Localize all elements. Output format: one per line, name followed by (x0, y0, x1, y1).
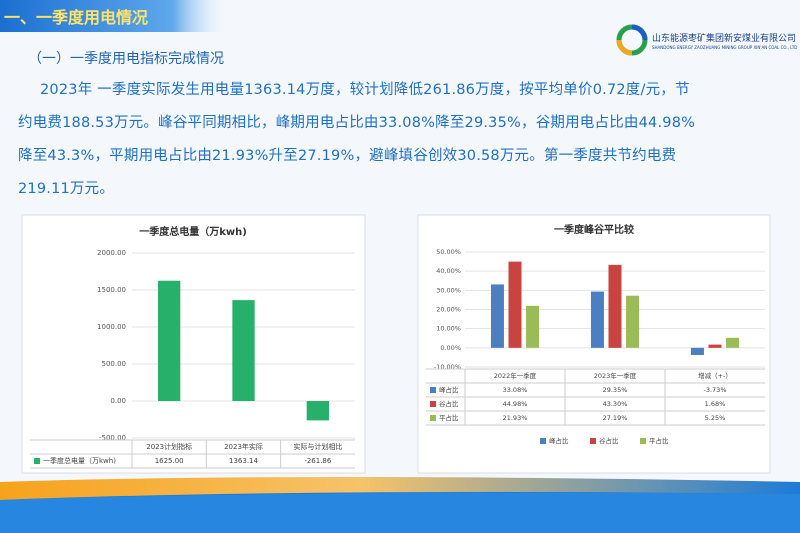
legend-label: 平占比 (649, 436, 669, 445)
logo (616, 24, 648, 56)
y-tick-label: 2000.00 (97, 249, 126, 257)
y-tick-label: 50.00% (436, 248, 461, 256)
chart-panel (21, 214, 366, 474)
bar (590, 291, 604, 348)
company-name-en: SHANDONG ENERGY ZAOZHUANG MINING GROUP X… (652, 45, 798, 50)
legend-swatch (590, 438, 596, 444)
bar (508, 261, 522, 348)
y-tick-label: -10.00% (434, 363, 461, 371)
data-label: 44.98% (503, 400, 528, 408)
section-paragraph: 2023年 一季度实际发生用电量1363.14万度，较计划降低261.86万度，… (18, 82, 696, 197)
legend-label: 一季度总电量（万kwh) (43, 456, 116, 465)
bar (490, 284, 504, 348)
data-label: 33.08% (503, 386, 528, 394)
x-tick-label: 2023年一季度 (594, 371, 637, 380)
legend-label: 平占比 (439, 413, 459, 422)
y-tick-label: 0.00% (440, 344, 461, 352)
legend-label: 谷占比 (439, 399, 459, 408)
data-label: 1.68% (705, 400, 726, 408)
legend-swatch (430, 415, 436, 421)
bar (726, 337, 740, 348)
bar (526, 305, 540, 348)
legend-swatch (640, 438, 646, 444)
y-tick-label: 1500.00 (97, 286, 126, 294)
legend-label: 峰占比 (549, 436, 569, 445)
bar (626, 295, 640, 348)
footer-wave (0, 492, 800, 533)
legend-swatch (430, 401, 436, 407)
chart-title: 一季度峰谷平比较 (554, 223, 634, 236)
x-tick-label: 2023计划指标 (146, 442, 192, 451)
bar (306, 401, 329, 421)
y-tick-label: 500.00 (102, 360, 127, 368)
data-label: 1363.14 (229, 457, 258, 465)
data-label: 21.93% (503, 414, 528, 422)
legend-swatch (34, 458, 40, 464)
company-name: 山东能源枣矿集团新安煤业有限公司 (652, 34, 797, 44)
data-label: 27.19% (603, 414, 628, 422)
y-tick-label: 30.00% (436, 286, 461, 294)
bar (158, 280, 181, 401)
y-tick-label: 40.00% (436, 267, 461, 275)
legend-label: 峰占比 (439, 385, 459, 394)
data-label: 5.25% (705, 414, 726, 422)
x-tick-label: 2022年一季度 (494, 371, 537, 380)
bar (608, 264, 622, 348)
x-tick-label: 2023年实际 (224, 442, 263, 451)
x-tick-label: 增减（+-） (698, 371, 732, 380)
y-tick-label: 20.00% (436, 306, 461, 314)
data-label: 43.30% (603, 400, 628, 408)
y-tick-label: 10.00% (436, 325, 461, 333)
data-label: -261.86 (304, 457, 332, 465)
bar (690, 347, 704, 355)
legend-swatch (540, 438, 546, 444)
y-tick-label: 1000.00 (97, 323, 126, 331)
data-label: 1625.00 (155, 457, 184, 465)
header-bar (0, 0, 230, 32)
legend-swatch (430, 387, 436, 393)
section-title: （一）一季度用电指标完成情况 (28, 51, 224, 67)
footer-stripe (0, 477, 800, 500)
x-tick-label: 实际与计划相比 (293, 442, 342, 451)
data-label: -3.73% (704, 386, 727, 394)
legend-label: 谷占比 (599, 436, 619, 445)
chart-title: 一季度总电量（万kwh) (139, 225, 247, 238)
bar (708, 344, 722, 348)
y-tick-label: -500.00 (99, 434, 126, 442)
bar (232, 300, 255, 401)
header-title: 一、一季度用电情况 (4, 8, 149, 27)
y-tick-label: 0.00 (110, 397, 126, 405)
data-label: 29.35% (603, 386, 628, 394)
